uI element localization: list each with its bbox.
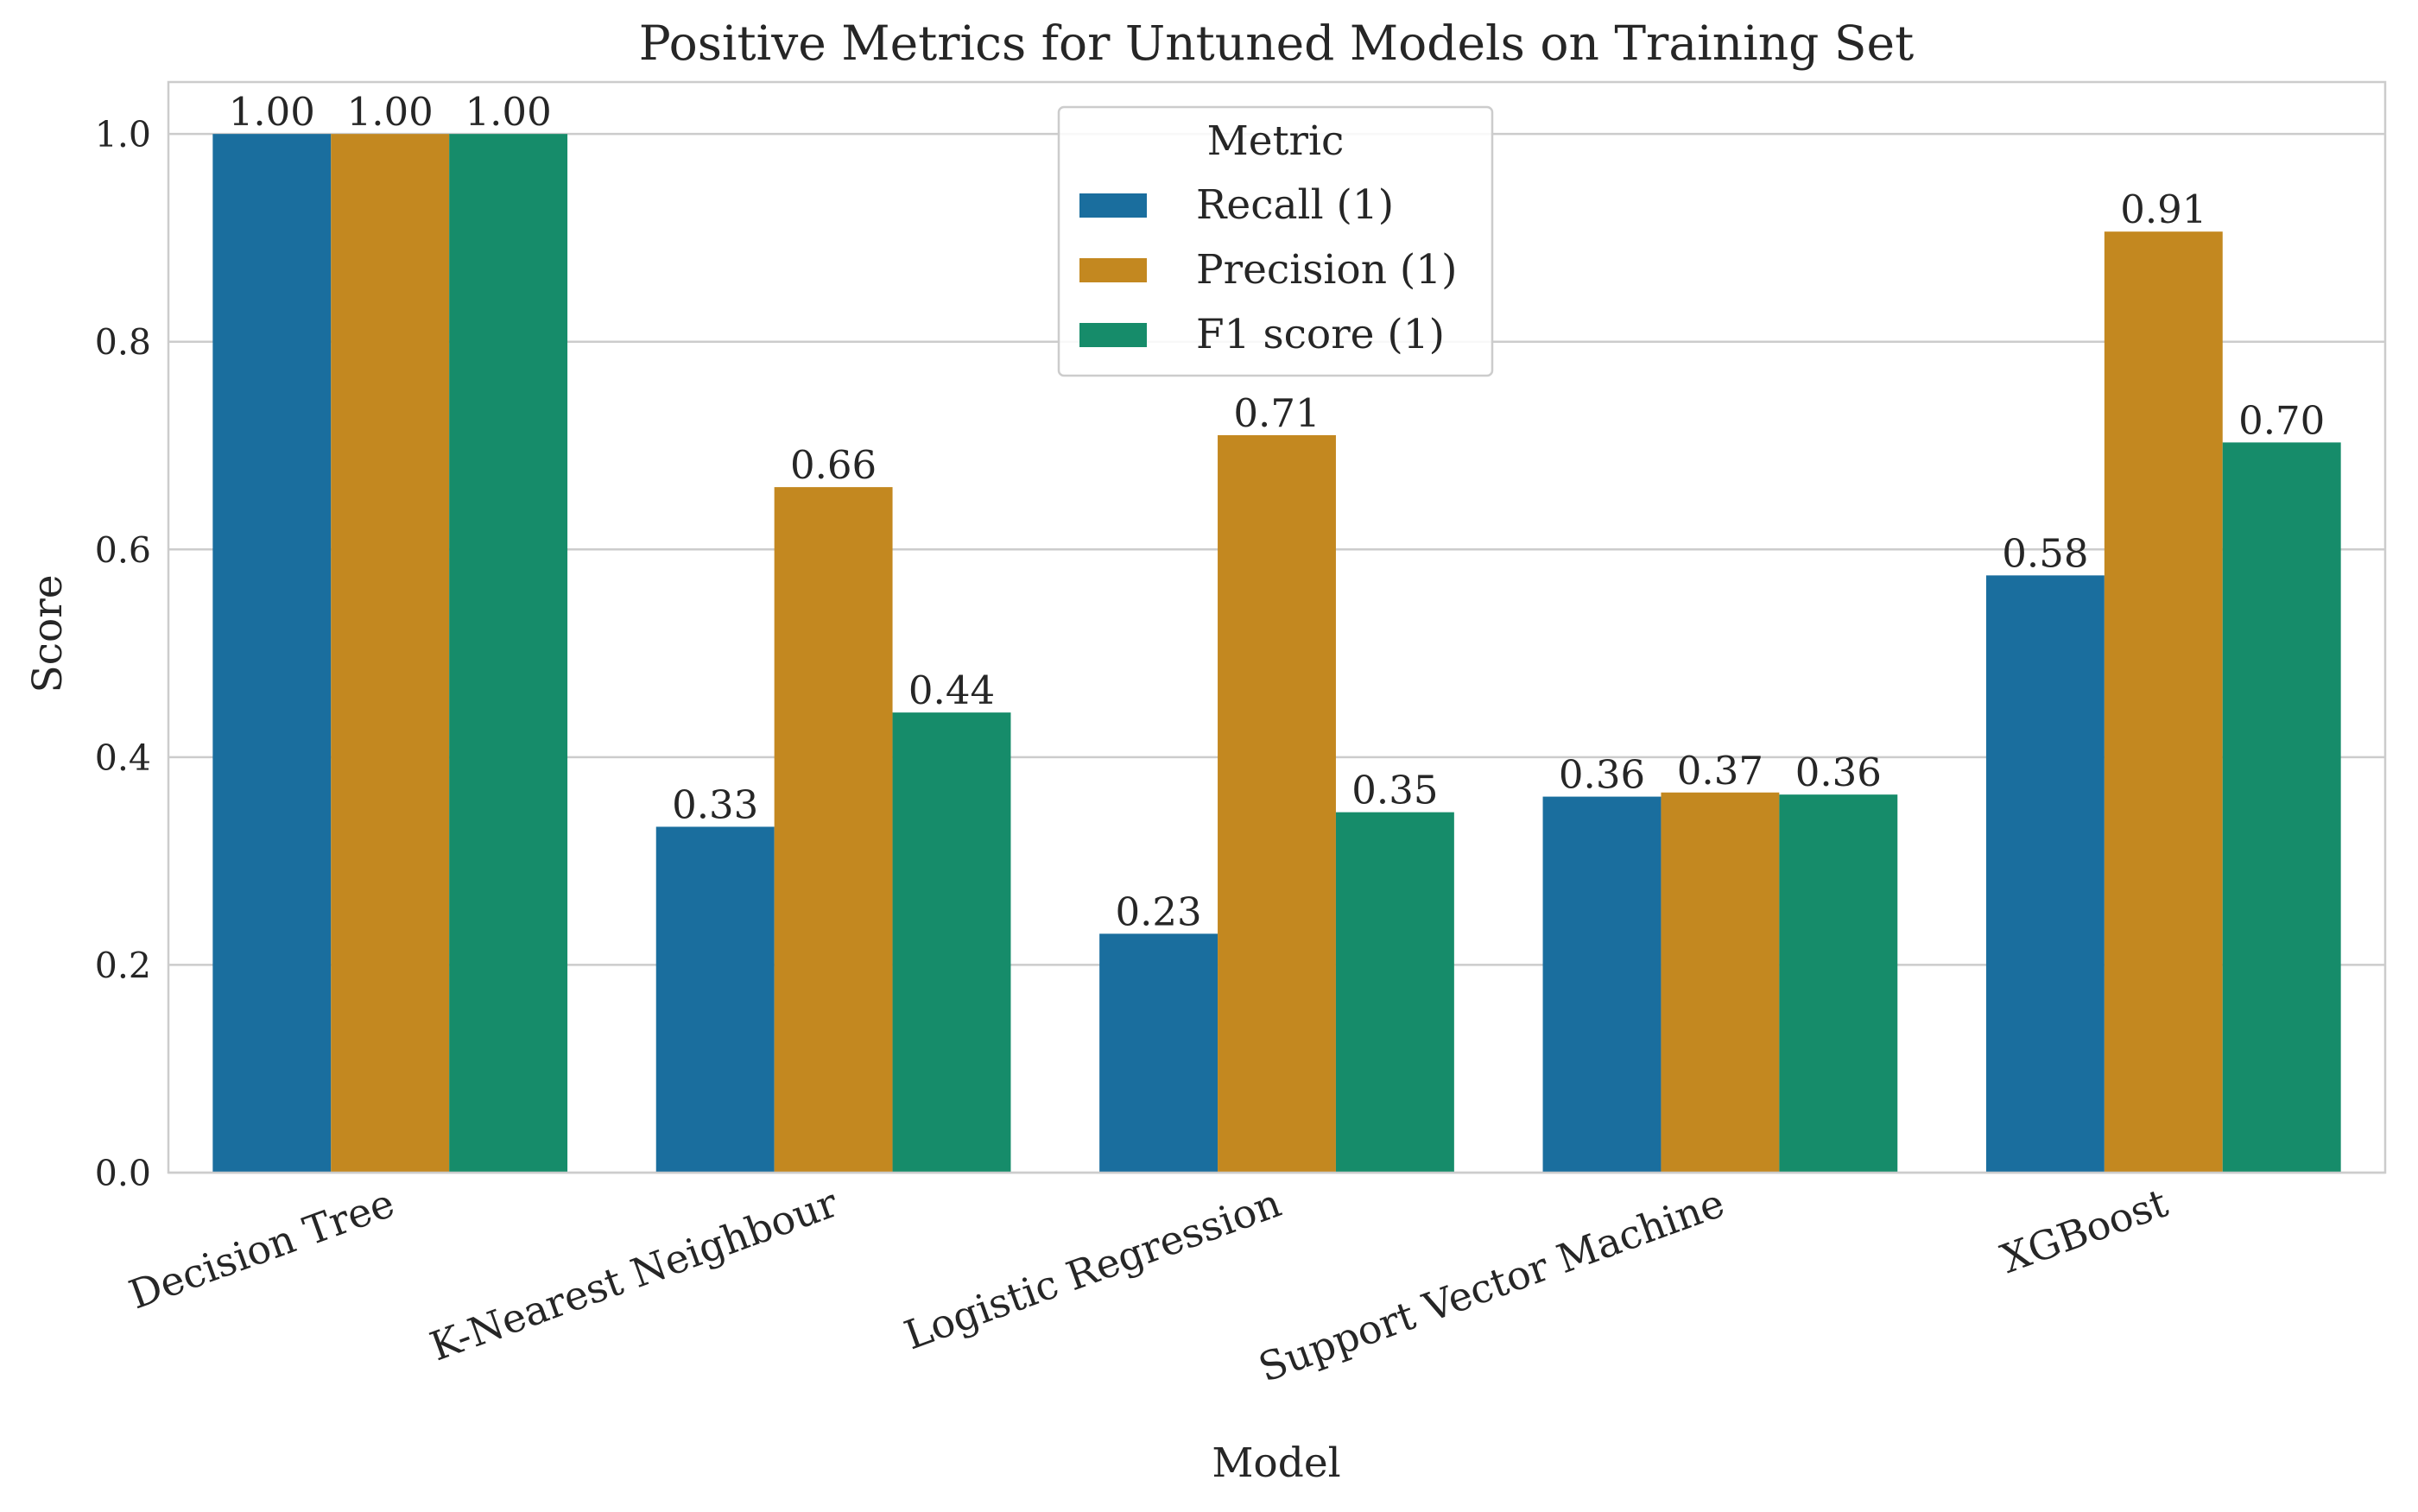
bar-value-label: 0.35 bbox=[1351, 768, 1438, 813]
bar bbox=[2104, 231, 2223, 1173]
legend-item-label: Precision (1) bbox=[1196, 246, 1458, 294]
bar-value-label: 0.66 bbox=[790, 442, 877, 488]
bar bbox=[331, 134, 450, 1174]
bar-value-label: 0.37 bbox=[1677, 748, 1763, 794]
y-tick-label: 0.0 bbox=[95, 1153, 151, 1194]
bar-value-label: 0.91 bbox=[2120, 187, 2206, 232]
plot-frame bbox=[167, 80, 2387, 1174]
y-tick-label: 0.8 bbox=[95, 322, 151, 364]
bar-value-label: 1.00 bbox=[465, 89, 552, 135]
legend-box bbox=[1057, 105, 1494, 377]
bar-value-label: 1.00 bbox=[229, 89, 315, 135]
x-axis-label: Model bbox=[1212, 1439, 1340, 1487]
bar bbox=[1779, 794, 1898, 1173]
bar-value-label: 0.23 bbox=[1115, 889, 1201, 934]
bar-value-label: 0.36 bbox=[1559, 752, 1645, 798]
bar bbox=[1099, 933, 1218, 1173]
bar bbox=[449, 134, 568, 1174]
bar bbox=[212, 134, 332, 1174]
bar bbox=[2222, 442, 2341, 1173]
bar bbox=[1542, 796, 1662, 1173]
bar bbox=[655, 826, 775, 1173]
legend-item-label: Recall (1) bbox=[1196, 181, 1394, 229]
legend-swatch bbox=[1079, 323, 1147, 347]
y-tick-label: 0.2 bbox=[95, 945, 151, 986]
legend-title: Metric bbox=[1207, 117, 1345, 165]
bar-value-label: 0.71 bbox=[1233, 390, 1320, 436]
bar-value-label: 1.00 bbox=[347, 89, 434, 135]
bar-value-label: 0.58 bbox=[2002, 530, 2088, 576]
y-tick-label: 0.6 bbox=[95, 529, 151, 571]
bar-value-label: 0.36 bbox=[1795, 750, 1882, 795]
legend-items: Recall (1) Precision (1) F1 score (1) bbox=[1079, 181, 1458, 358]
bar bbox=[1661, 792, 1780, 1173]
legend: Metric Recall (1) Precision (1) F1 score (… bbox=[1057, 105, 1494, 377]
y-axis-ticks: 0.0 0.2 0.4 0.6 0.8 1.0 bbox=[95, 114, 151, 1194]
bars bbox=[212, 134, 2341, 1174]
legend-swatch bbox=[1079, 193, 1147, 218]
bar bbox=[1218, 434, 1336, 1173]
y-axis-label: Score bbox=[24, 574, 72, 693]
bar-value-label: 0.44 bbox=[908, 667, 995, 713]
y-tick-label: 0.4 bbox=[95, 737, 151, 779]
bar bbox=[892, 712, 1011, 1173]
bar bbox=[774, 487, 893, 1173]
chart-title: Positive Metrics for Untuned Models on T… bbox=[639, 16, 1914, 71]
legend-swatch bbox=[1079, 258, 1147, 282]
bar-value-label: 0.33 bbox=[672, 781, 758, 827]
bar-value-label: 0.70 bbox=[2238, 397, 2325, 443]
bar bbox=[1335, 812, 1454, 1173]
bar-value-labels: 1.00 1.00 1.00 0.33 0.66 0.44 0.23 0.71 0.35 0.36… bbox=[229, 89, 2326, 934]
y-tick-label: 1.0 bbox=[95, 114, 151, 155]
legend-item-label: F1 score (1) bbox=[1196, 311, 1445, 358]
bar bbox=[1985, 575, 2105, 1173]
